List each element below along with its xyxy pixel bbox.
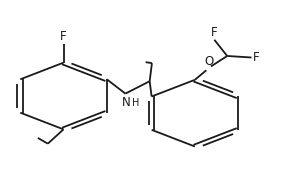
Text: H: H (132, 98, 139, 108)
Text: F: F (60, 30, 67, 43)
Text: O: O (205, 55, 214, 68)
Text: N: N (122, 96, 130, 108)
Text: F: F (253, 51, 259, 64)
Text: F: F (211, 26, 218, 39)
